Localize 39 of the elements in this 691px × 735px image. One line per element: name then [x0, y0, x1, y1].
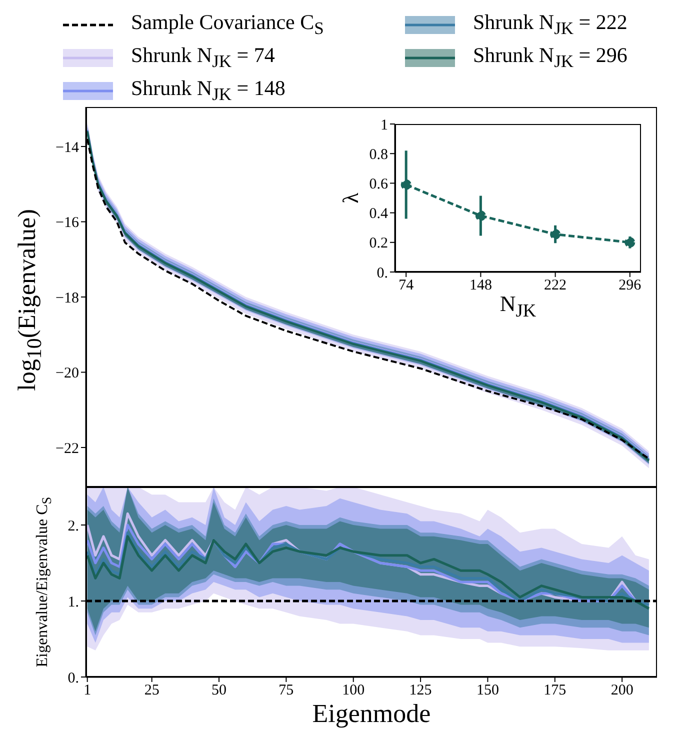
y-tick-label: 0.4: [369, 206, 388, 222]
x-tick-label: 100: [342, 682, 365, 699]
x-tick-label: 25: [144, 682, 160, 699]
x-axis-title: N$_{JK}$: [500, 291, 536, 320]
y-tick-label: 0.: [68, 670, 79, 686]
point: [400, 179, 412, 190]
y-tick-label: −20: [56, 366, 79, 382]
x-tick-label: 222: [544, 278, 567, 294]
y-tick-label: 0.8: [369, 146, 388, 163]
y-tick-label: 0.: [376, 265, 388, 282]
point: [624, 237, 636, 248]
legend-label: Shrunk N$_{JK}$ = 74: [131, 42, 275, 72]
x-tick-label: 148: [469, 278, 492, 294]
x-axis-title: Eigenmode: [312, 699, 431, 728]
legend-label: Shrunk N$_{JK}$ = 222: [473, 10, 628, 38]
x-tick-label: 175: [544, 682, 566, 699]
x-tick-label: 74: [398, 278, 414, 294]
x-tick-label: 50: [212, 682, 227, 699]
legend-label: Shrunk N$_{JK}$ = 296: [473, 42, 628, 72]
point: [475, 210, 486, 222]
x-tick-label: 75: [278, 682, 294, 699]
legend-label: Shrunk N$_{JK}$ = 148: [131, 76, 286, 104]
point: [550, 229, 561, 240]
y-axis-title: λ: [338, 192, 364, 204]
legend-label: Sample Covariance C$_{S}$: [131, 10, 324, 38]
x-tick-label: 150: [476, 682, 499, 699]
x-tick-label: 200: [610, 682, 634, 699]
y-tick-label: −16: [56, 215, 80, 232]
y-tick-label: −18: [56, 290, 79, 306]
y-tick-label: −14: [56, 140, 80, 156]
x-tick-label: 1: [84, 682, 92, 699]
y-tick-label: 1: [380, 117, 388, 134]
x-tick-label: 296: [618, 278, 642, 294]
x-tick-label: 125: [409, 682, 432, 699]
y-tick-label: −22: [56, 440, 79, 457]
y-tick-label: 1.: [68, 594, 79, 610]
y-tick-label: 0.6: [369, 176, 388, 193]
y-tick-label: 2.: [68, 518, 79, 534]
y-tick-label: 0.2: [369, 236, 388, 252]
